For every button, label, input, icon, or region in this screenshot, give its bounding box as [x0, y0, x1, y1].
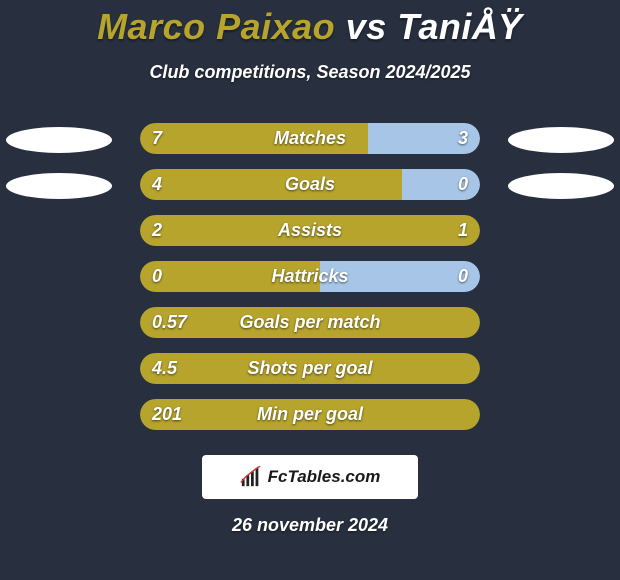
stat-bar-track: [140, 307, 480, 338]
comparison-chart: Matches73Goals40Assists21Hattricks00Goal…: [0, 123, 620, 445]
page-title: Marco Paixao vs TaniÅŸ: [0, 0, 620, 48]
stat-row: Goals40: [0, 169, 620, 215]
watermark-text: FcTables.com: [268, 467, 381, 487]
title-vs: vs: [346, 6, 387, 47]
player1-marker: [6, 173, 112, 199]
chart-icon: [240, 466, 262, 488]
stat-bar-left: [140, 169, 402, 200]
watermark: FcTables.com: [202, 455, 418, 499]
stat-row: Min per goal201: [0, 399, 620, 445]
stat-bar-left: [140, 261, 320, 292]
stat-bar-left: [140, 399, 480, 430]
subtitle: Club competitions, Season 2024/2025: [0, 62, 620, 83]
stat-bar-right: [368, 123, 480, 154]
player2-marker: [508, 127, 614, 153]
stat-bar-left: [140, 353, 480, 384]
stat-bar-track: [140, 215, 480, 246]
stat-row: Goals per match0.57: [0, 307, 620, 353]
stat-bar-track: [140, 169, 480, 200]
stat-bar-right: [320, 261, 480, 292]
player1-marker: [6, 127, 112, 153]
title-player1: Marco Paixao: [97, 6, 335, 47]
player2-marker: [508, 173, 614, 199]
stat-row: Hattricks00: [0, 261, 620, 307]
stat-bar-left: [140, 123, 368, 154]
stat-bar-track: [140, 353, 480, 384]
title-player2: TaniÅŸ: [397, 6, 523, 47]
stat-row: Matches73: [0, 123, 620, 169]
stat-bar-track: [140, 261, 480, 292]
stat-bar-right: [402, 169, 480, 200]
stat-bar-left: [140, 215, 480, 246]
stat-row: Assists21: [0, 215, 620, 261]
stat-row: Shots per goal4.5: [0, 353, 620, 399]
date-label: 26 november 2024: [0, 515, 620, 536]
stat-bar-track: [140, 123, 480, 154]
stat-bar-track: [140, 399, 480, 430]
stat-bar-left: [140, 307, 480, 338]
